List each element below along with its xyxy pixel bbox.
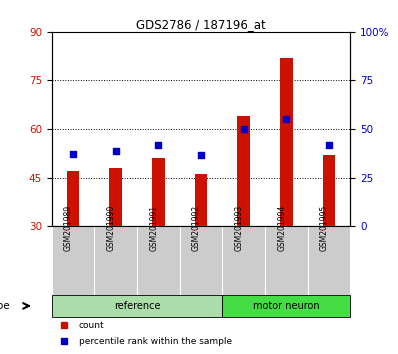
Text: reference: reference <box>114 301 160 311</box>
Text: GSM201994: GSM201994 <box>277 205 286 251</box>
Point <box>113 148 119 154</box>
Text: GSM201995: GSM201995 <box>320 205 329 251</box>
Bar <box>308 226 350 295</box>
Bar <box>265 226 308 295</box>
Text: cell type: cell type <box>0 301 10 311</box>
Bar <box>52 295 222 317</box>
Bar <box>179 226 222 295</box>
Point <box>326 142 332 147</box>
Point <box>155 142 162 147</box>
Text: GSM201992: GSM201992 <box>192 205 201 251</box>
Text: percentile rank within the sample: percentile rank within the sample <box>79 337 232 346</box>
Bar <box>137 226 179 295</box>
Bar <box>237 116 250 226</box>
Title: GDS2786 / 187196_at: GDS2786 / 187196_at <box>136 18 266 31</box>
Bar <box>222 295 350 317</box>
Text: motor neuron: motor neuron <box>253 301 320 311</box>
Bar <box>280 58 293 226</box>
Bar <box>109 168 122 226</box>
Bar <box>94 226 137 295</box>
Bar <box>52 226 94 295</box>
Bar <box>322 155 335 226</box>
Point <box>70 152 76 157</box>
Text: GSM201990: GSM201990 <box>107 205 116 251</box>
Bar <box>195 174 207 226</box>
Bar <box>222 226 265 295</box>
Point <box>240 126 247 132</box>
Point <box>283 116 289 122</box>
Text: GSM201991: GSM201991 <box>149 205 158 251</box>
Bar <box>66 171 80 226</box>
Text: count: count <box>79 321 104 330</box>
Text: GSM201993: GSM201993 <box>235 205 244 251</box>
Bar <box>152 158 165 226</box>
Point <box>198 152 204 158</box>
Text: GSM201989: GSM201989 <box>64 205 73 251</box>
